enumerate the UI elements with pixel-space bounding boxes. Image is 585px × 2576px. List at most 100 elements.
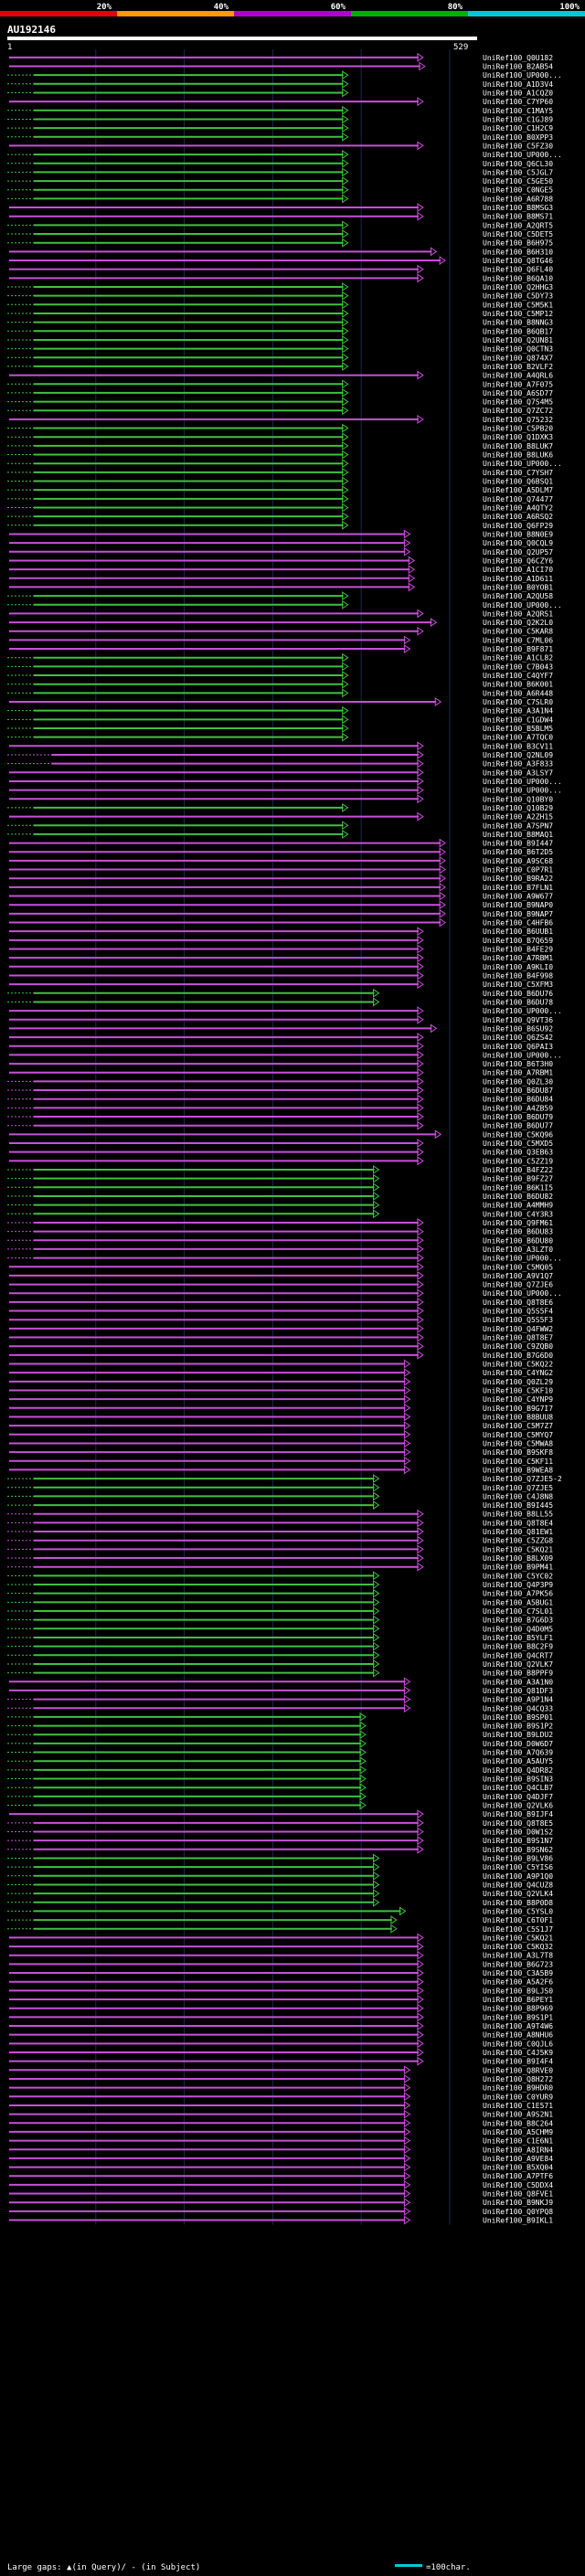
hit-label: UniRef100_A7TQC0 xyxy=(483,734,553,742)
hit-label: UniRef100_C5MP12 xyxy=(483,310,553,318)
hit-label: UniRef100_B6T2D5 xyxy=(483,848,553,856)
hit-label: UniRef100_A4QTY2 xyxy=(483,504,553,512)
hit-row: UniRef100_B6K001 xyxy=(7,679,553,689)
hit-label: UniRef100_A9KLI0 xyxy=(483,963,553,971)
hit-row: UniRef100_C5M7Z7 xyxy=(8,1421,553,1430)
hit-arrow xyxy=(417,2003,424,2013)
hit-arrow xyxy=(417,961,424,971)
hit-label: UniRef100_Q10B29 xyxy=(483,804,553,812)
hit-arrow xyxy=(403,1677,411,1687)
hit-row: UniRef100_C5M5K1 xyxy=(7,300,553,309)
hit-row: UniRef100_C5GE50 xyxy=(7,176,553,186)
hit-label: UniRef100_B7FLN1 xyxy=(483,884,553,892)
hit-row: UniRef100_Q7ZC72 xyxy=(7,406,553,415)
hit-label: UniRef100_C5ZZG8 xyxy=(483,1537,553,1545)
hit-label: UniRef100_C0YUR9 xyxy=(483,2093,553,2101)
hit-label: UniRef100_Q4P3P9 xyxy=(483,1581,553,1589)
hit-arrow xyxy=(342,476,349,486)
hit-arrow xyxy=(417,1306,424,1316)
hit-row: UniRef100_A1D3V4 xyxy=(7,79,553,89)
hit-label: UniRef100_UP000... xyxy=(483,1007,562,1015)
hit-label: UniRef100_A2QU58 xyxy=(483,592,553,600)
hit-arrow xyxy=(417,1147,424,1157)
hit-arrow xyxy=(417,1544,424,1554)
query-bar xyxy=(7,37,477,40)
hit-row: UniRef100_Q2VLK4 xyxy=(7,1889,553,1898)
hit-arrow xyxy=(373,1650,380,1660)
hit-arrow xyxy=(417,1059,424,1069)
hit-label: UniRef100_Q2UN81 xyxy=(483,336,553,345)
hit-row: UniRef100_A7TQC0 xyxy=(7,732,553,742)
hit-arrow xyxy=(417,1226,424,1236)
hit-label: UniRef100_C3A5B9 xyxy=(483,1969,553,1977)
hit-label: UniRef100_Q7S4M5 xyxy=(483,398,553,407)
hit-label: UniRef100_C5DET5 xyxy=(483,230,553,239)
hit-row: UniRef100_B8N0E9 xyxy=(8,529,553,538)
hit-row: UniRef100_B9LDU2 xyxy=(7,1730,553,1739)
hit-arrow xyxy=(417,1535,424,1545)
hit-label: UniRef100_B8BUU8 xyxy=(483,1413,553,1421)
hit-arrow xyxy=(342,387,349,398)
hit-row: UniRef100_C6T0F1 xyxy=(7,1915,553,1924)
hit-label: UniRef100_C5KQ96 xyxy=(483,1130,553,1139)
hit-arrow xyxy=(403,2162,411,2172)
hit-row: UniRef100_Q6CZY6 xyxy=(8,556,553,565)
hit-label: UniRef100_B8LL55 xyxy=(483,1511,553,1519)
hit-arrow xyxy=(417,953,424,963)
hit-row: UniRef100_C5KAR8 xyxy=(8,626,553,636)
hit-arrow xyxy=(417,1218,424,1227)
hit-label: UniRef100_UP000... xyxy=(483,1255,562,1263)
hit-row: UniRef100_C5MQ05 xyxy=(8,1262,553,1271)
hit-label: UniRef100_Q5S5F4 xyxy=(483,1308,553,1316)
hit-label: UniRef100_Q74477 xyxy=(483,495,553,504)
hit-row: UniRef100_Q8T8E6 xyxy=(8,1297,553,1307)
hit-arrow xyxy=(342,150,349,160)
hit-row: UniRef100_Q0ZL29 xyxy=(8,1376,553,1386)
hit-label: UniRef100_C5MYQ7 xyxy=(483,1431,553,1439)
hit-label: UniRef100_B6DU77 xyxy=(483,1122,553,1130)
hit-row: UniRef100_A7PK56 xyxy=(7,1588,553,1598)
hit-row: UniRef100_Q7S4M5 xyxy=(7,397,553,407)
hit-label: UniRef100_Q4DJF7 xyxy=(483,1793,553,1801)
hit-label: UniRef100_B6T3H0 xyxy=(483,1060,553,1068)
hit-label: UniRef100_UP000... xyxy=(483,1051,562,1059)
hit-arrow xyxy=(342,503,349,513)
hit-arrow xyxy=(417,1156,424,1166)
hit-row: UniRef100_B9FZ27 xyxy=(7,1173,553,1183)
hit-label: UniRef100_C1E6N1 xyxy=(483,2137,553,2146)
hit-label: UniRef100_B8NNG3 xyxy=(483,319,553,327)
hit-arrow xyxy=(417,1323,424,1333)
hit-arrow xyxy=(342,440,349,451)
hit-label: UniRef100_A1CQZ0 xyxy=(483,89,553,97)
hit-label: UniRef100_A5BUG1 xyxy=(483,1598,553,1606)
hit-row: UniRef100_A7PTF6 xyxy=(8,2171,553,2180)
hit-label: UniRef100_UP000... xyxy=(483,460,562,468)
hit-row: UniRef100_B6QB17 xyxy=(7,326,553,335)
hit-row: UniRef100_C3A5B9 xyxy=(8,1968,553,1977)
hit-arrow xyxy=(408,582,416,592)
hit-row: UniRef100_C0YUR9 xyxy=(8,2092,553,2101)
hit-arrow xyxy=(342,821,349,831)
hit-label: UniRef100_B9S1P1 xyxy=(483,2013,553,2021)
hit-arrow xyxy=(417,1341,424,1352)
hit-row: UniRef100_A4QRL6 xyxy=(8,370,553,380)
hit-row: UniRef100_C5KQ21 xyxy=(8,1933,553,1942)
hit-row: UniRef100_A2QRS1 xyxy=(8,609,553,618)
hit-row: UniRef100_B0YOB1 xyxy=(8,582,553,592)
hit-arrow xyxy=(342,229,349,239)
hit-arrow xyxy=(439,891,446,901)
hit-row: UniRef100_C1E571 xyxy=(8,2101,553,2110)
hit-label: UniRef100_C5DDX4 xyxy=(483,2181,553,2189)
scale-label: 40% xyxy=(214,3,229,12)
hit-row: UniRef100_UP000... xyxy=(8,1006,562,1015)
hit-arrow xyxy=(439,864,446,875)
hit-arrow xyxy=(403,1703,411,1713)
hit-row: UniRef100_A5CHM9 xyxy=(8,2126,553,2136)
hit-row: UniRef100_Q10B29 xyxy=(7,802,553,812)
hit-row: UniRef100_A1CQZ0 xyxy=(7,88,553,97)
hit-label: UniRef100_A5DLM7 xyxy=(483,486,553,494)
hit-row: UniRef100_UP000... xyxy=(8,1050,562,1059)
hit-arrow xyxy=(342,671,349,680)
hit-arrow xyxy=(417,1562,424,1572)
hit-label: UniRef100_Q0CTN3 xyxy=(483,345,553,354)
